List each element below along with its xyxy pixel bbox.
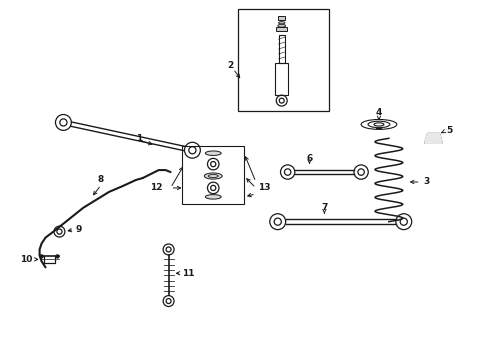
Ellipse shape	[278, 22, 285, 24]
Bar	[278, 16, 286, 20]
Ellipse shape	[205, 195, 221, 199]
Text: 10: 10	[21, 255, 33, 264]
Ellipse shape	[205, 151, 221, 156]
Text: 3: 3	[424, 177, 430, 186]
Text: 8: 8	[98, 175, 104, 184]
Text: 4: 4	[376, 108, 382, 117]
Ellipse shape	[278, 24, 286, 27]
Text: 2: 2	[227, 62, 233, 71]
Text: 12: 12	[150, 184, 163, 193]
Bar	[275, 63, 288, 95]
Bar	[276, 27, 287, 31]
Text: 1: 1	[136, 134, 142, 143]
Bar	[238, 9, 329, 111]
Text: 11: 11	[182, 269, 195, 278]
Bar	[278, 35, 285, 63]
Text: 13: 13	[258, 184, 270, 193]
Bar	[182, 146, 244, 204]
Text: 5: 5	[446, 126, 453, 135]
Circle shape	[40, 255, 43, 258]
Text: 6: 6	[306, 154, 313, 163]
Text: 7: 7	[321, 203, 328, 212]
Ellipse shape	[204, 173, 222, 179]
Polygon shape	[425, 133, 442, 143]
Text: 9: 9	[75, 225, 82, 234]
Circle shape	[56, 255, 59, 258]
